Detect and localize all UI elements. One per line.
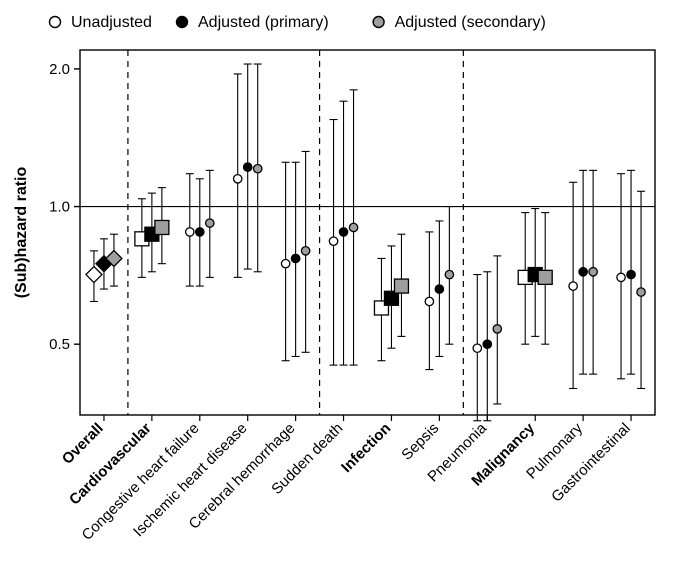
- legend-marker: [50, 17, 61, 28]
- y-axis-label: (Sub)hazard ratio: [13, 166, 30, 298]
- legend-marker: [373, 17, 384, 28]
- y-tick-label: 0.5: [49, 336, 70, 353]
- x-category-label: Sepsis: [398, 420, 442, 464]
- x-category-label: Infection: [338, 420, 394, 476]
- legend-marker: [177, 17, 188, 28]
- legend-label: Adjusted (primary): [198, 14, 329, 31]
- legend-label: Adjusted (secondary): [395, 14, 546, 31]
- legend-label: Unadjusted: [71, 14, 152, 31]
- y-tick-label: 2.0: [49, 61, 70, 78]
- y-tick-label: 1.0: [49, 199, 70, 216]
- x-category-label: Overall: [59, 420, 107, 468]
- chart-svg: (Sub)hazard ratio 0.5 1.0 2.0 OverallCardiov…: [0, 0, 675, 567]
- forest-plot: (Sub)hazard ratio 0.5 1.0 2.0 OverallCardiov…: [0, 0, 675, 567]
- x-category-label: Cardiovascular: [66, 420, 155, 509]
